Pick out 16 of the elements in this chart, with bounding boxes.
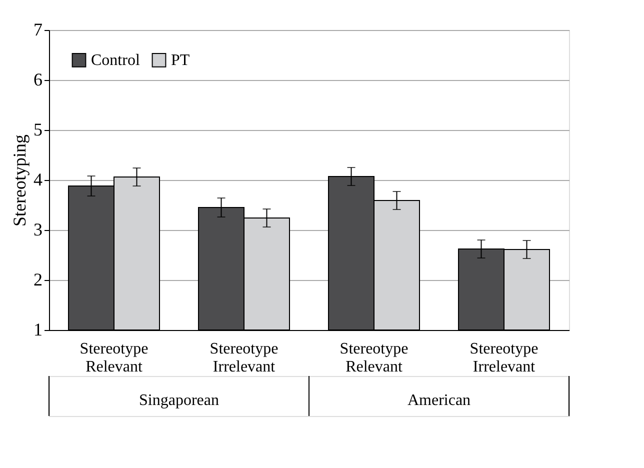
x-tick-label: Stereotype Irrelevant — [470, 340, 538, 376]
y-tick-label: 1 — [34, 320, 42, 340]
y-tick-label: 5 — [34, 120, 42, 140]
y-tick-label: 3 — [34, 220, 42, 240]
x-tick-label: Stereotype Relevant — [80, 340, 148, 376]
y-tick-label: 2 — [34, 270, 42, 290]
text: American — [407, 392, 471, 409]
y-axis-title: Stereotyping — [10, 134, 30, 226]
x-tick-label: Stereotype Relevant — [340, 340, 408, 376]
y-tick-label: 7 — [34, 20, 42, 40]
x-tick-label: Stereotype Irrelevant — [210, 340, 278, 376]
legend-label: PT — [171, 52, 190, 70]
y-tick-label: 6 — [34, 70, 42, 90]
text: Singaporean — [139, 392, 219, 409]
y-tick-label: 4 — [34, 170, 42, 190]
legend-label: Control — [91, 52, 140, 70]
